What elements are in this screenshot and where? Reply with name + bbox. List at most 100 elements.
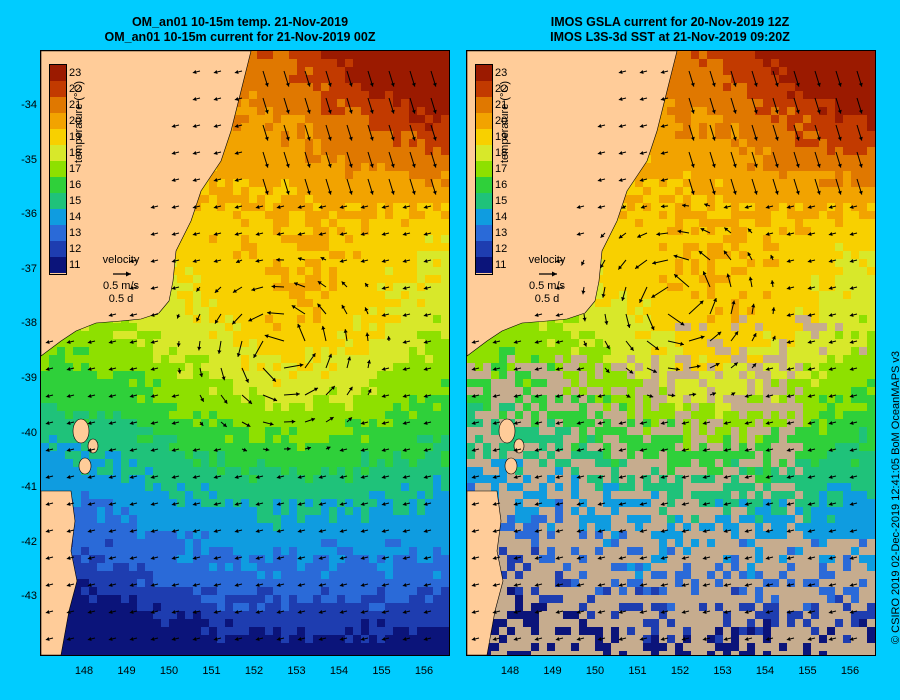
- longitude-label: 152: [670, 665, 690, 677]
- island: [504, 457, 518, 475]
- colorbar-swatch: [50, 177, 66, 193]
- longitude-label: 148: [74, 665, 94, 677]
- latitude-label: -39: [21, 372, 37, 384]
- right-panel-title: IMOS GSLA current for 20-Nov-2019 12Z IM…: [460, 15, 880, 45]
- colorbar-swatch: [50, 113, 66, 129]
- longitude-label: 156: [414, 665, 434, 677]
- colorbar-tick-label: 20: [69, 115, 82, 127]
- longitude-label: 154: [755, 665, 775, 677]
- colorbar-swatch: [476, 113, 492, 129]
- mainland-coast: [467, 51, 678, 357]
- colorbar-swatch: [476, 225, 492, 241]
- colorbar-swatch: [476, 257, 492, 273]
- latitude-label: -37: [21, 262, 37, 275]
- velocity-legend-time: 0.5 d: [534, 293, 560, 305]
- longitude-label: 150: [585, 665, 605, 677]
- longitude-label: 153: [713, 665, 732, 677]
- colorbar-swatch: [476, 129, 492, 145]
- latitude-label: -35: [21, 153, 37, 166]
- colorbar-tick-label: 17: [69, 163, 82, 175]
- longitude-label: 151: [202, 665, 221, 677]
- temperature-colorbar: 23 22 21 20 19 18 17 16 15 14 13 12 11 temperature (…: [47, 63, 135, 281]
- colorbar-tick-label: 17: [495, 163, 508, 175]
- right-title-line2: IMOS L3S-3d SST at 21-Nov-2019 09:20Z: [550, 30, 790, 44]
- colorbar-tick-label: 14: [495, 211, 508, 223]
- longitude-label: 149: [117, 665, 136, 677]
- colorbar-tick-label: 18: [69, 147, 82, 159]
- right-title-line1: IMOS GSLA current for 20-Nov-2019 12Z: [550, 15, 790, 29]
- latitude-label: -41: [21, 481, 37, 494]
- colorbar-tick-label: 22: [69, 83, 82, 95]
- latitude-label: -38: [21, 317, 37, 330]
- longitude-label: 155: [372, 665, 391, 677]
- latitude-label: -34: [21, 99, 37, 111]
- model-map-canvas: [41, 51, 449, 655]
- colorbar-swatch: [476, 97, 492, 113]
- colorbar-tick-label: 23: [495, 67, 508, 79]
- colorbar-swatch: [50, 193, 66, 209]
- velocity-legend-title: velocity: [528, 254, 566, 266]
- colorbar-tick-label: 11: [69, 259, 81, 271]
- colorbar-tick-label: 20: [495, 115, 508, 127]
- colorbar-tick-label: 15: [69, 195, 82, 207]
- longitude-label: 153: [287, 665, 306, 677]
- model-temperature-map: 23 22 21 20 19 18 17 16 15 14 13 12 11 temperature (…: [40, 50, 450, 656]
- velocity-legend: velocity 0.5 m/s 0.5 d: [517, 254, 577, 306]
- current-vectors: [45, 69, 437, 641]
- colorbar-swatch: [50, 241, 66, 257]
- colorbar-swatch: [50, 257, 66, 273]
- island: [72, 418, 90, 444]
- satellite-sst-map: 23 22 21 20 19 18 17 16 15 14 13 12 11 temperature (…: [466, 50, 876, 656]
- velocity-legend-speed: 0.5 m/s: [102, 280, 140, 292]
- colorbar-swatch: [50, 129, 66, 145]
- colorbar-swatch: [476, 161, 492, 177]
- colorbar-tick-label: 19: [69, 131, 82, 143]
- velocity-legend-time: 0.5 d: [108, 293, 134, 305]
- colorbar-swatch: [476, 193, 492, 209]
- colorbar-swatch: [476, 65, 492, 81]
- colorbar-tick-label: 18: [495, 147, 508, 159]
- longitude-label: 149: [543, 665, 562, 677]
- velocity-legend-arrow: [517, 267, 577, 280]
- colorbar-tick-label: 22: [495, 83, 508, 95]
- velocity-legend-speed: 0.5 m/s: [528, 280, 566, 292]
- velocity-legend-title: velocity: [102, 254, 140, 266]
- colorbar-swatch: [50, 97, 66, 113]
- colorbar-swatch: [50, 65, 66, 81]
- longitude-label: 156: [840, 665, 860, 677]
- colorbar-title: temperature (°C): [499, 80, 511, 163]
- longitude-label: 152: [244, 665, 264, 677]
- left-panel-title: OM_an01 10-15m temp. 21-Nov-2019 OM_an01…: [30, 15, 450, 45]
- colorbar-tick-label: 21: [69, 99, 82, 111]
- colorbar-swatch: [476, 209, 492, 225]
- island: [78, 457, 92, 475]
- longitude-label: 150: [159, 665, 179, 677]
- colorbar-swatch: [476, 177, 492, 193]
- colorbar-tick-label: 19: [495, 131, 508, 143]
- velocity-legend: velocity 0.5 m/s 0.5 d: [91, 254, 151, 306]
- colorbar-tick-label: 14: [69, 211, 82, 223]
- colorbar-swatch: [50, 225, 66, 241]
- colorbar-tick-label: 21: [495, 99, 508, 111]
- colorbar-swatch: [50, 81, 66, 97]
- colorbar-tick-label: 13: [69, 227, 82, 239]
- latitude-label: -43: [21, 590, 37, 603]
- colorbar-swatch: [476, 241, 492, 257]
- colorbar-tick-label: 16: [495, 179, 508, 191]
- colorbar-swatch: [50, 145, 66, 161]
- colorbar-tick-label: 12: [69, 243, 82, 255]
- island: [498, 418, 516, 444]
- longitude-label: 148: [500, 665, 520, 677]
- colorbar-swatch: [50, 161, 66, 177]
- left-title-line1: OM_an01 10-15m temp. 21-Nov-2019: [131, 15, 349, 29]
- temperature-colorbar: 23 22 21 20 19 18 17 16 15 14 13 12 11 temperature (…: [473, 63, 561, 281]
- latitude-label: -36: [21, 208, 37, 221]
- colorbar-swatch: [476, 81, 492, 97]
- mainland-coast: [41, 51, 252, 357]
- colorbar-scale: [475, 64, 493, 275]
- velocity-legend-arrow: [91, 267, 151, 280]
- satellite-map-canvas: [467, 51, 875, 655]
- left-title-line2: OM_an01 10-15m current for 21-Nov-2019 0…: [104, 30, 376, 44]
- colorbar-title: temperature (°C): [73, 80, 85, 163]
- colorbar-tick-label: 15: [495, 195, 508, 207]
